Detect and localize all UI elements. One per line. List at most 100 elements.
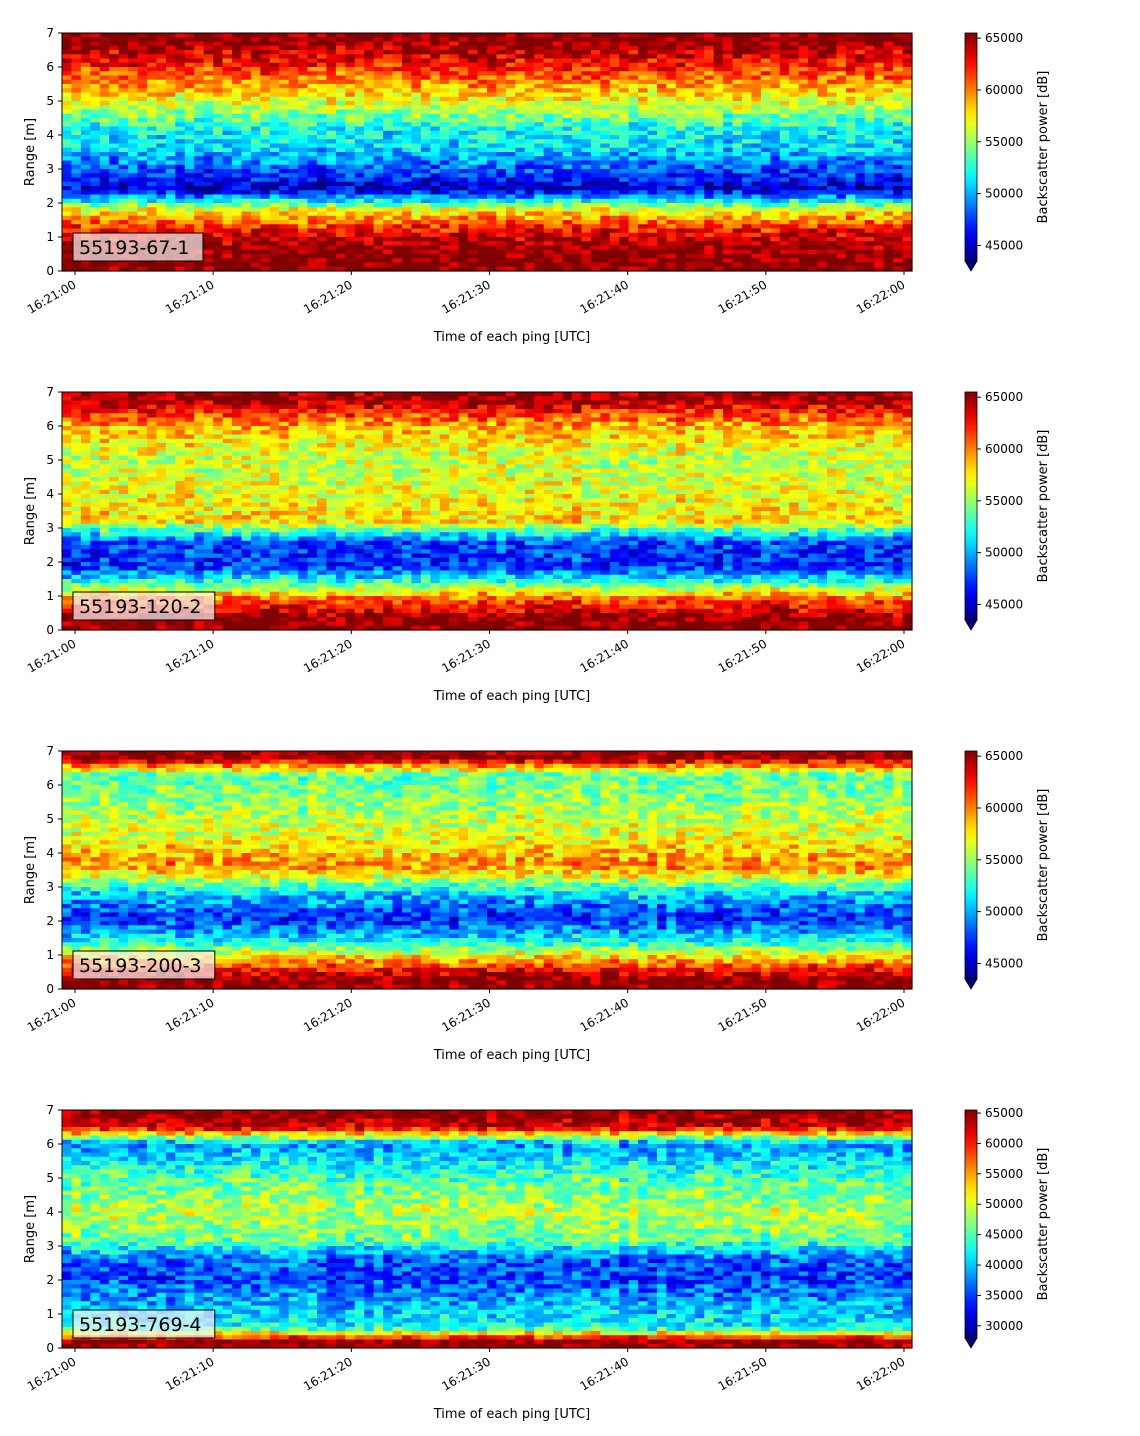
heatmap-cell (628, 54, 639, 60)
heatmap-cell (609, 105, 620, 111)
heatmap-cell (62, 92, 73, 98)
heatmap-cell (874, 67, 885, 72)
heatmap-cell (600, 75, 611, 81)
heatmap-cell (675, 79, 686, 85)
heatmap-cell (713, 262, 724, 268)
heatmap-cell (487, 266, 498, 272)
heatmap-cell (713, 177, 724, 183)
heatmap-cell (704, 220, 715, 225)
heatmap-cell (420, 152, 431, 157)
heatmap-cell (770, 41, 781, 47)
heatmap-cell (845, 126, 856, 132)
heatmap-cell (553, 152, 564, 157)
heatmap-cell (430, 109, 441, 115)
heatmap-cell (609, 62, 620, 68)
heatmap-cell (373, 198, 384, 204)
heatmap-cell (364, 190, 375, 196)
heatmap-cell (241, 75, 252, 81)
heatmap-cell (222, 190, 233, 196)
heatmap-cell (893, 126, 904, 132)
heatmap-cell (732, 118, 743, 123)
heatmap-cell (156, 84, 167, 89)
heatmap-cell (373, 122, 384, 128)
heatmap-cell (222, 262, 233, 268)
heatmap-cell (402, 84, 413, 89)
heatmap-cell (109, 173, 120, 179)
heatmap-cell (647, 173, 658, 179)
heatmap-cell (194, 37, 205, 43)
heatmap-cell (165, 160, 176, 166)
heatmap-cell (515, 262, 526, 268)
heatmap-cell (392, 228, 403, 234)
heatmap-cell (250, 122, 261, 128)
heatmap-cell (420, 198, 431, 204)
heatmap-cell (354, 130, 365, 136)
heatmap-cell (279, 186, 290, 191)
heatmap-cell (496, 203, 507, 208)
heatmap-cell (647, 71, 658, 77)
heatmap-cell (760, 50, 771, 55)
heatmap-cell (638, 79, 649, 85)
heatmap-cell (269, 147, 280, 153)
heatmap-cell (222, 88, 233, 94)
heatmap-cell (723, 79, 734, 85)
heatmap-cell (260, 169, 271, 174)
heatmap-cell (515, 147, 526, 153)
heatmap-cell (62, 258, 73, 264)
heatmap-cell (232, 207, 243, 213)
heatmap-cell (326, 139, 337, 145)
heatmap-cell (779, 211, 790, 217)
heatmap-cell (864, 96, 875, 102)
heatmap-cell (572, 118, 583, 123)
heatmap-cell (874, 109, 885, 115)
heatmap-cell (364, 237, 375, 242)
heatmap-cell (619, 232, 630, 238)
heatmap-cell (241, 113, 252, 119)
heatmap-cell (572, 109, 583, 115)
heatmap-cell (288, 262, 299, 268)
heatmap-cell (383, 237, 394, 242)
heatmap-cell (723, 67, 734, 72)
heatmap-cell (562, 207, 573, 213)
heatmap-cell (288, 84, 299, 89)
heatmap-cell (194, 79, 205, 85)
heatmap-cell (553, 58, 564, 64)
heatmap-cell (628, 177, 639, 183)
heatmap-cell (657, 156, 668, 162)
heatmap-cell (505, 228, 516, 234)
heatmap-cell (90, 75, 101, 81)
heatmap-cell (175, 50, 186, 55)
heatmap-cell (628, 118, 639, 123)
heatmap-cell (751, 181, 762, 187)
heatmap-cell (392, 113, 403, 119)
heatmap-cell (723, 45, 734, 51)
heatmap-cell (600, 109, 611, 115)
heatmap-cell (307, 241, 318, 247)
heatmap-cell (99, 143, 110, 149)
heatmap-cell (260, 101, 271, 106)
heatmap-cell (845, 58, 856, 64)
heatmap-cell (175, 122, 186, 128)
heatmap-cell (619, 181, 630, 187)
heatmap-cell (392, 62, 403, 68)
heatmap-cell (742, 75, 753, 81)
heatmap-cell (723, 37, 734, 43)
heatmap-cell (496, 147, 507, 153)
heatmap-cell (723, 262, 734, 268)
heatmap-cell (468, 173, 479, 179)
heatmap-cell (165, 139, 176, 145)
heatmap-cell (760, 54, 771, 60)
heatmap-cell (836, 122, 847, 128)
heatmap-cell (194, 109, 205, 115)
heatmap-cell (808, 173, 819, 179)
heatmap-cell (383, 101, 394, 106)
heatmap-cell (477, 177, 488, 183)
heatmap-cell (864, 194, 875, 200)
heatmap-cell (836, 147, 847, 153)
heatmap-cell (99, 220, 110, 225)
heatmap-cell (505, 101, 516, 106)
heatmap-cell (864, 67, 875, 72)
heatmap-cell (420, 113, 431, 119)
heatmap-cell (373, 254, 384, 259)
heatmap-cell (657, 143, 668, 149)
